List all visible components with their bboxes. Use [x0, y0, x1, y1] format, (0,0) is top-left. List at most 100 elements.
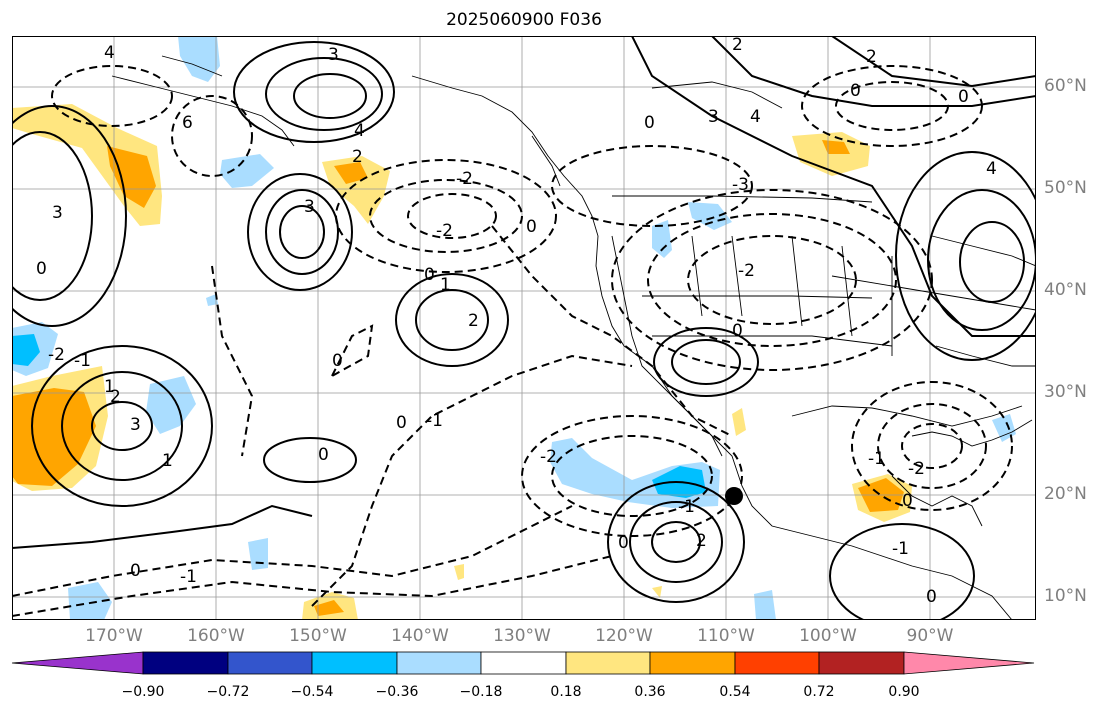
contour-label: 3 [52, 203, 63, 223]
colorbar-tick-label: 0.54 [719, 684, 751, 700]
contour-label: -2 [456, 169, 473, 189]
shade-negative-region [12, 334, 40, 366]
contour-label: 0 [318, 445, 329, 465]
shade-negative-region [754, 590, 776, 620]
contour-label: 1 [440, 275, 451, 295]
contour-label: 2 [110, 387, 121, 407]
latitude-label: 50°N [1044, 178, 1087, 198]
contour-label: 0 [618, 533, 629, 553]
contour-label: 0 [644, 113, 655, 133]
colorbar-segment [903, 651, 1035, 675]
graticule [12, 36, 1036, 620]
contour-label: 2 [696, 531, 707, 551]
map-panel: 3 4 4 6 3 0 3 2 -2 -2 0 0 1 2 0 1 2 3 1 … [12, 36, 1036, 620]
colorbar-segment [142, 651, 229, 675]
contour-label: -1 [868, 449, 885, 469]
contour-label: 0 [526, 217, 537, 237]
contour-label: -2 [540, 447, 557, 467]
latitude-label: 40°N [1044, 280, 1087, 300]
colorbar-segment [396, 651, 482, 675]
shade-positive-region [732, 408, 746, 436]
shade-negative-region [992, 414, 1016, 442]
latitude-label: 20°N [1044, 484, 1087, 504]
contour-label: 0 [732, 321, 743, 341]
colorbar-segment [227, 651, 313, 675]
latitude-label: 60°N [1044, 76, 1087, 96]
contour-label: -1 [180, 567, 197, 587]
shade-negative-region [652, 220, 672, 258]
colorbar-tick-label: 0.90 [888, 684, 920, 700]
colorbar-segment [565, 651, 651, 675]
contour-label: 3 [328, 45, 339, 65]
shade-negative-region [248, 538, 268, 570]
map-title: 2025060900 F036 [446, 10, 602, 30]
contour-label: 0 [396, 413, 407, 433]
contour-label: 2 [732, 36, 743, 55]
colorbar-tick-label: 0.36 [634, 684, 666, 700]
contour-label: 0 [424, 265, 435, 285]
shade-negative-region [220, 154, 274, 188]
contour-label: 0 [850, 81, 861, 101]
contours [12, 36, 1036, 620]
contour-label: -2 [48, 345, 65, 365]
contour-label: -1 [74, 351, 91, 371]
contour-label: 3 [304, 197, 315, 217]
contour-label: 0 [130, 561, 141, 581]
contour-label: 3 [708, 107, 719, 127]
contour-label: 4 [104, 43, 115, 63]
shade-negative-region [206, 294, 218, 306]
contour-label: 2 [352, 147, 363, 167]
map-canvas: 3 4 4 6 3 0 3 2 -2 -2 0 0 1 2 0 1 2 3 1 … [12, 36, 1036, 620]
colorbar-segment [818, 651, 905, 675]
contour-label: 4 [354, 121, 365, 141]
shade-negative-region [688, 202, 732, 230]
contour-label: -2 [436, 221, 453, 241]
coastlines [111, 55, 1036, 620]
longitude-label: 110°W [697, 626, 755, 646]
contour-label: -2 [738, 261, 755, 281]
contour-label: 3 [130, 415, 141, 435]
contour-labels: 3 4 4 6 3 0 3 2 -2 -2 0 0 1 2 0 1 2 3 1 … [36, 36, 997, 607]
shade-negative-region [68, 582, 112, 620]
colorbar [11, 651, 1035, 675]
colorbar-tick-label: −0.36 [375, 684, 419, 700]
contour-label: 4 [986, 159, 997, 179]
shade-negative-region [178, 36, 220, 82]
contour-label: 0 [36, 259, 47, 279]
contour-label: 2 [866, 47, 877, 67]
contour-label: 0 [332, 351, 343, 371]
shade-positive-region [454, 564, 464, 580]
contour-label: 1 [162, 451, 173, 471]
colorbar-segment [311, 651, 398, 675]
shade-positive-region [334, 162, 368, 184]
colorbar-segment [11, 651, 144, 675]
shade-positive-region [314, 600, 344, 616]
contour-label: -1 [426, 411, 443, 431]
contour-label: -3 [732, 175, 749, 195]
location-marker [725, 487, 743, 505]
latitude-label: 10°N [1044, 586, 1087, 606]
latitude-label: 30°N [1044, 382, 1087, 402]
longitude-label: 100°W [799, 626, 857, 646]
shade-positive-region [822, 140, 850, 154]
contour-label: 2 [468, 311, 479, 331]
longitude-label: 160°W [187, 626, 245, 646]
colorbar-tick-label: −0.54 [290, 684, 334, 700]
colorbar-segment [480, 651, 567, 675]
colorbar-tick-label: −0.90 [121, 684, 165, 700]
longitude-label: 170°W [85, 626, 143, 646]
contour-label: -2 [908, 459, 925, 479]
colorbar-tick-label: −0.72 [206, 684, 250, 700]
colorbar-segment [734, 651, 820, 675]
colorbar-tick-label: 0.18 [550, 684, 582, 700]
longitude-label: 140°W [391, 626, 449, 646]
contour-label: 4 [750, 107, 761, 127]
longitude-label: 120°W [595, 626, 653, 646]
contour-label: 0 [958, 87, 969, 107]
shade-negative-region [146, 376, 196, 434]
shade-positive-region [107, 146, 156, 208]
shade-positive-region [652, 586, 662, 598]
contour-label: -1 [678, 497, 695, 517]
contour-label: 6 [182, 113, 193, 133]
contour-label: 1 [104, 377, 115, 397]
